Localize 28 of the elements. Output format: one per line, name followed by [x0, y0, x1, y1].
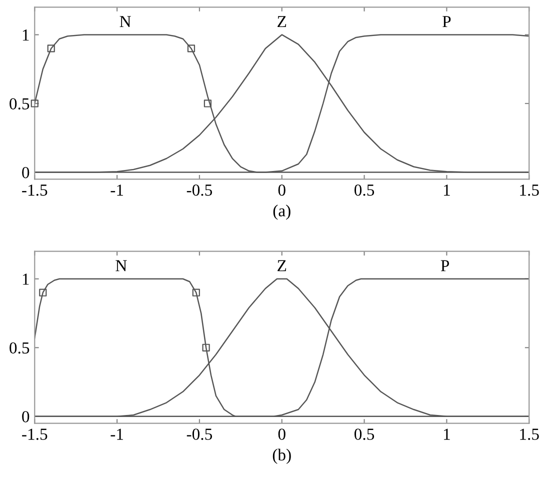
x-tick-label: -1	[110, 428, 123, 440]
series-label: N	[116, 260, 127, 272]
y-tick-label: 0.5	[10, 98, 30, 110]
y-tick-label: 0	[22, 166, 30, 178]
y-tick-label: 0	[22, 411, 30, 422]
x-tick-label: 1	[444, 428, 450, 440]
x-tick-label: 0.5	[354, 184, 374, 196]
series-label: Z	[278, 16, 286, 28]
x-axis-title: (a)	[273, 204, 290, 220]
x-tick-label: 0	[278, 184, 286, 196]
x-tick-label: 1	[444, 184, 450, 196]
y-tick-label: 1	[22, 274, 29, 285]
x-tick-label: 0	[278, 428, 286, 440]
y-tick-label: 1	[22, 30, 29, 41]
x-tick-label: -0.5	[186, 184, 212, 196]
x-tick-label: 1.5	[520, 428, 539, 440]
series-label: P	[440, 260, 450, 272]
x-tick-label: -1	[110, 184, 123, 196]
x-tick-label: 0.5	[354, 428, 374, 440]
series-label: N	[120, 16, 131, 28]
x-tick-label: -1.5	[22, 184, 48, 196]
series-label: Z	[278, 260, 286, 272]
y-tick-label: 0.5	[10, 342, 30, 354]
x-tick-label: -0.5	[186, 428, 212, 440]
x-axis-title: (b)	[272, 448, 291, 464]
x-tick-label: -1.5	[22, 428, 48, 440]
x-tick-label: 1.5	[520, 184, 539, 196]
series-label: P	[442, 16, 451, 28]
